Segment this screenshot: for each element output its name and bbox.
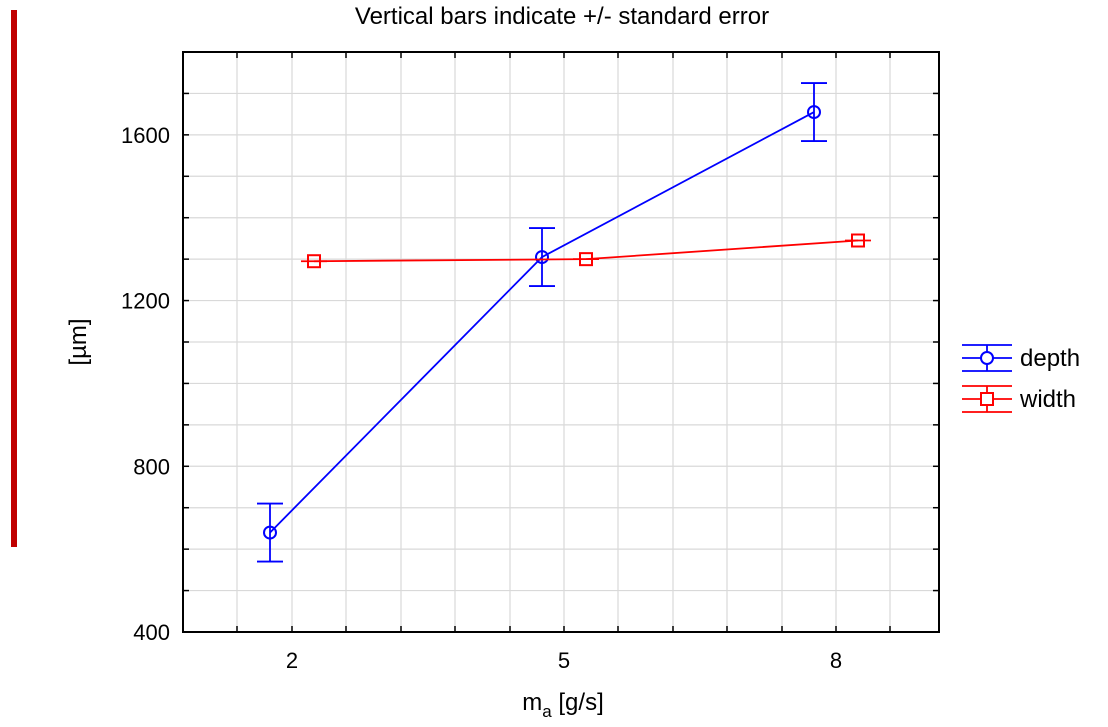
width-point-0 <box>307 254 321 269</box>
axis-ticks <box>183 52 939 632</box>
y-tick-labels: 400 800 1200 1600 <box>121 123 170 645</box>
legend-width-marker <box>980 392 994 406</box>
y-tick-label-800: 800 <box>133 454 170 479</box>
y-tick-label-1200: 1200 <box>121 289 170 314</box>
x-axis-label-subscript: a <box>542 702 552 721</box>
y-tick-label-400: 400 <box>133 620 170 645</box>
depth-point-2 <box>807 105 821 120</box>
depth-point-1 <box>535 250 549 265</box>
depth-line <box>269 111 815 534</box>
x-axis-label-unit: [g/s] <box>552 689 604 716</box>
legend-depth-label: depth <box>1020 345 1080 372</box>
grid <box>183 52 939 632</box>
x-tick-labels: 2 5 8 <box>286 648 842 673</box>
x-tick-label-8: 8 <box>830 648 842 673</box>
x-axis-label: ma [g/s] <box>522 689 604 721</box>
width-point-1 <box>579 252 593 267</box>
y-tick-label-1600: 1600 <box>121 123 170 148</box>
x-tick-label-2: 2 <box>286 648 298 673</box>
legend-depth-marker <box>980 351 994 365</box>
width-point-2 <box>851 233 865 248</box>
left-accent-bar <box>11 10 17 547</box>
depth-point-0 <box>263 525 277 540</box>
legend-width-label: width <box>1019 386 1076 413</box>
width-line <box>313 239 859 263</box>
series-layer <box>257 82 871 563</box>
chart-title: Vertical bars indicate +/- standard erro… <box>355 3 769 30</box>
y-axis-label: [µm] <box>65 318 92 365</box>
x-axis-label-main: m <box>522 689 542 716</box>
x-tick-label-5: 5 <box>558 648 570 673</box>
legend: depth width <box>962 344 1080 413</box>
